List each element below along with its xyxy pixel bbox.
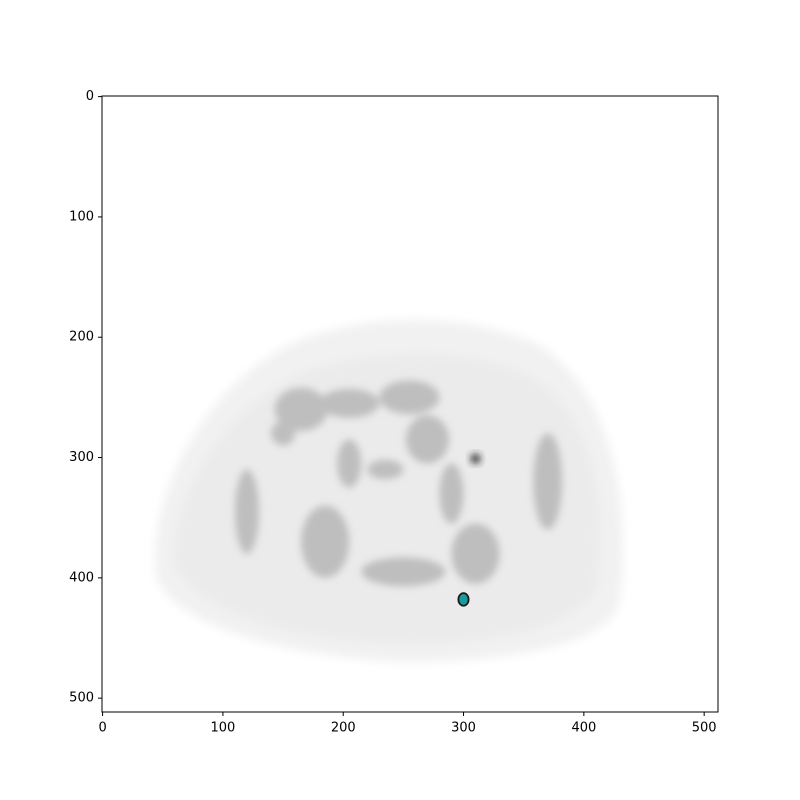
x-tick-label: 300 [451, 721, 476, 736]
y-tick-label: 200 [69, 330, 94, 345]
y-tick-label: 300 [69, 450, 94, 465]
x-tick-label: 400 [571, 721, 596, 736]
y-tick-label: 400 [69, 570, 94, 585]
y-tick-label: 0 [86, 89, 94, 104]
x-tick-label: 200 [331, 721, 356, 736]
x-tick-label: 500 [692, 721, 717, 736]
y-tick-label: 500 [69, 691, 94, 706]
image [102, 96, 718, 712]
axes-frame [101, 95, 719, 713]
y-tick-label: 100 [69, 209, 94, 224]
x-tick-label: 100 [211, 721, 236, 736]
x-tick-label: 0 [98, 721, 106, 736]
